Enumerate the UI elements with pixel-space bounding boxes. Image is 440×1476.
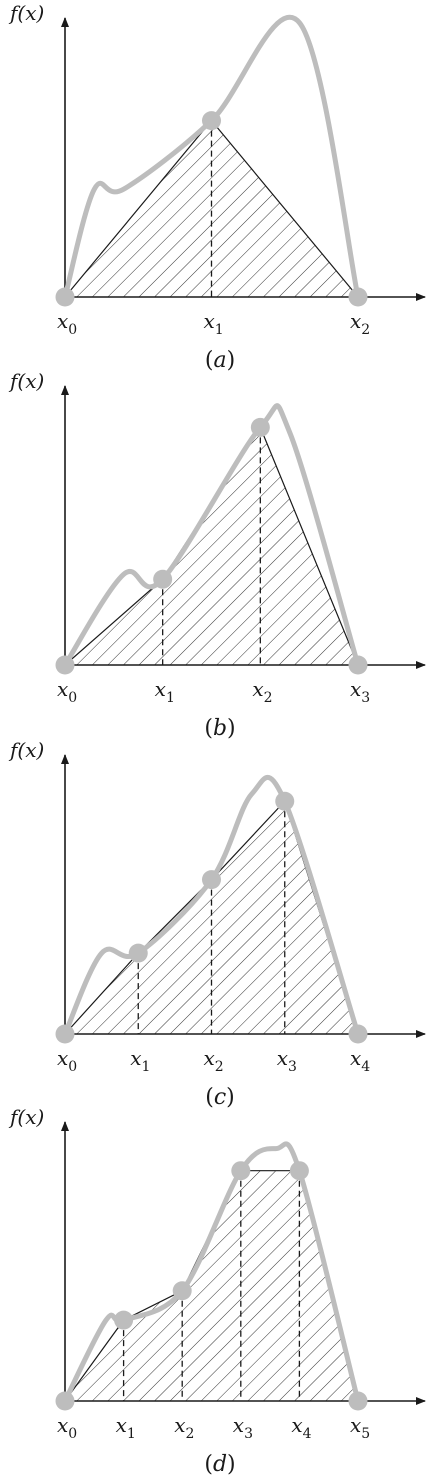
curve-fx <box>62 1141 361 1404</box>
x-tick-label: x0 <box>57 677 77 706</box>
node-point <box>250 417 270 437</box>
curve-fx <box>62 775 361 1037</box>
node-point <box>231 1161 251 1181</box>
panel-caption: (a) <box>205 348 235 373</box>
panel-c: f(x) x0 x1 x2 x3 x4 (c) <box>8 738 426 1110</box>
x-tick-label: x3 <box>350 677 370 706</box>
node-point <box>55 287 75 307</box>
x-tick-label: x0 <box>57 1413 77 1442</box>
hatched-area <box>65 1170 358 1401</box>
x-tick-label: x4 <box>291 1413 311 1442</box>
node-point <box>153 569 173 589</box>
x-tick-label: x1 <box>204 309 224 338</box>
node-point <box>128 943 148 963</box>
panel-caption: (b) <box>204 716 235 741</box>
node-point <box>348 287 368 307</box>
node-point <box>348 1024 368 1044</box>
panel-d: f(x) x0 x1 x2 x3 x4 x5 (d) <box>8 1105 426 1476</box>
panel-caption: (c) <box>205 1085 235 1110</box>
node-point <box>55 1024 75 1044</box>
x-tick-label: x5 <box>350 1413 370 1442</box>
x-tick-label: x2 <box>252 677 272 706</box>
node-point <box>348 655 368 675</box>
x-tick-label: x2 <box>204 1046 224 1075</box>
panel-b: f(x) x0 x1 x2 x3 (b) <box>8 369 426 741</box>
y-axis-label: f(x) <box>8 738 44 762</box>
x-tick-label: x0 <box>57 1046 77 1075</box>
hatched-area <box>65 801 358 1034</box>
node-point <box>114 1310 134 1330</box>
panel-caption: (d) <box>204 1452 235 1476</box>
node-point <box>172 1281 192 1301</box>
x-tick-label: x2 <box>350 309 370 338</box>
x-tick-label: x0 <box>57 309 77 338</box>
x-tick-label: x3 <box>277 1046 297 1075</box>
x-tick-label: x2 <box>174 1413 194 1442</box>
x-tick-label: x4 <box>350 1046 370 1075</box>
node-point <box>55 655 75 675</box>
hatched-area <box>65 427 358 665</box>
y-axis-label: f(x) <box>8 369 44 393</box>
y-axis-label: f(x) <box>8 1 44 25</box>
node-point <box>55 1391 75 1411</box>
x-tick-label: x1 <box>116 1413 136 1442</box>
hatched-area <box>65 120 358 297</box>
node-point <box>202 111 221 131</box>
curve-fx <box>62 403 361 668</box>
x-tick-label: x1 <box>155 677 175 706</box>
y-axis-label: f(x) <box>8 1105 44 1129</box>
x-tick-label: x1 <box>130 1046 150 1075</box>
node-point <box>289 1161 309 1181</box>
node-point <box>275 791 295 811</box>
node-point <box>202 870 221 890</box>
panel-a: f(x) x0 x1 x2 (a) <box>8 1 426 373</box>
x-tick-label: x3 <box>233 1413 253 1442</box>
node-point <box>348 1391 368 1411</box>
